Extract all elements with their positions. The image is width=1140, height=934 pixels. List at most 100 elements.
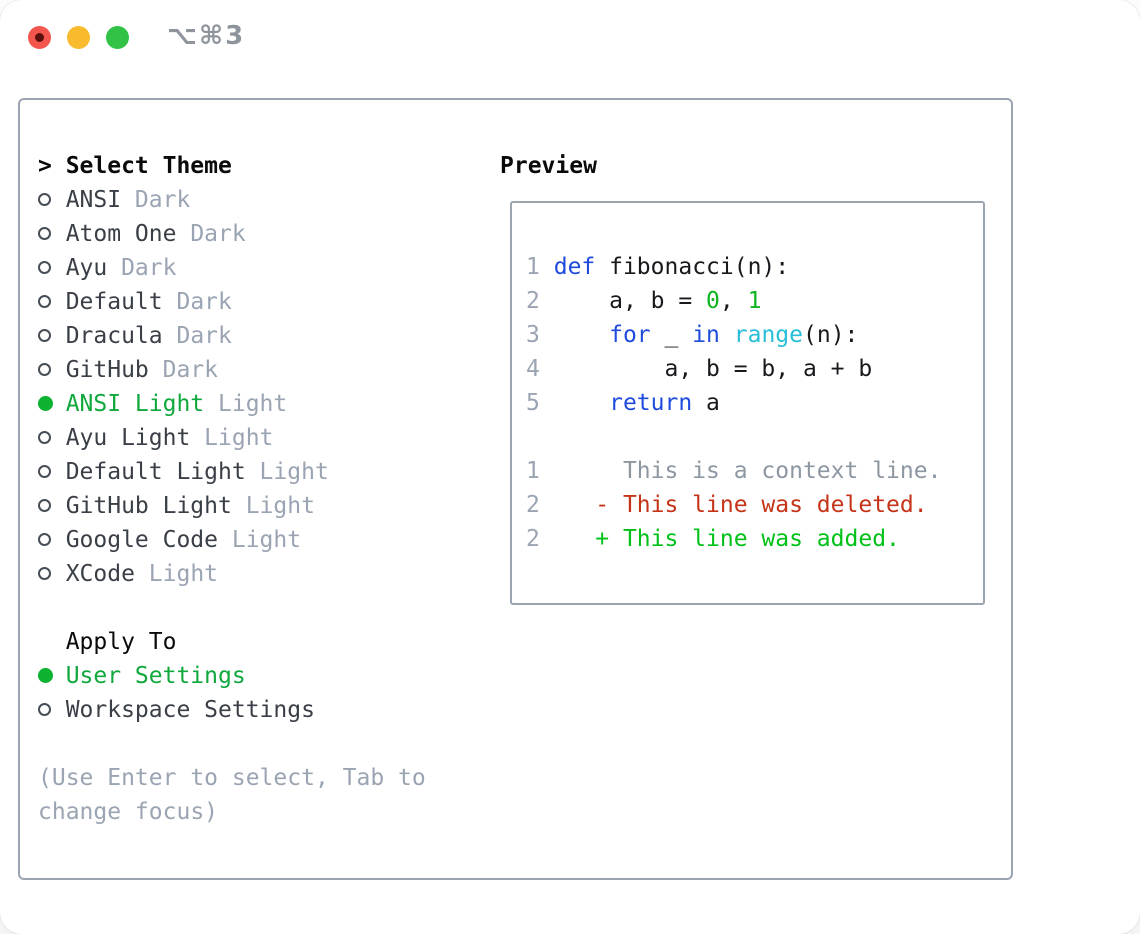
- option-variant-label: Dark: [107, 255, 177, 281]
- radio-unselected-icon: [38, 703, 51, 716]
- code-token: This is a context line.: [539, 458, 942, 484]
- code-token: (n):: [803, 322, 859, 348]
- code-token: - This line was deleted.: [539, 492, 928, 518]
- option-label: User Settings: [65, 663, 246, 689]
- line-number: 1: [526, 254, 540, 280]
- option-label: GitHub: [65, 357, 149, 383]
- apply-to-section: Apply To User Settings Workspace Settings: [38, 625, 315, 727]
- radio-cell: [38, 183, 66, 217]
- option-label: Atom One: [65, 221, 177, 247]
- radio-unselected-icon: [38, 227, 51, 240]
- code-token: ,: [719, 288, 748, 314]
- option-label: Ayu Light: [65, 425, 191, 451]
- code-token: in: [692, 322, 720, 348]
- option-variant-label: Light: [218, 527, 302, 553]
- code-line: 4 a, b = b, a + b: [526, 352, 983, 386]
- preview-header: Preview: [500, 153, 597, 179]
- line-number: 2: [526, 288, 540, 314]
- code-line: 1 def fibonacci(n):: [526, 250, 983, 284]
- close-button[interactable]: [28, 26, 51, 49]
- code-token: return: [609, 390, 693, 416]
- option-label: Default Light: [65, 459, 246, 485]
- apply-to-header: Apply To: [38, 625, 315, 659]
- apply-to-title: Apply To: [65, 629, 177, 655]
- theme-option[interactable]: Ayu Light Light: [38, 421, 329, 455]
- minimize-button[interactable]: [67, 26, 90, 49]
- hint-text: (Use Enter to select, Tab to change focu…: [38, 765, 426, 825]
- radio-unselected-icon: [38, 261, 51, 274]
- option-label: Dracula: [65, 323, 163, 349]
- option-variant-label: Light: [245, 459, 329, 485]
- option-label: Ayu: [65, 255, 108, 281]
- option-variant-label: Dark: [148, 357, 219, 383]
- radio-unselected-icon: [38, 329, 51, 342]
- option-label: Default: [65, 289, 163, 315]
- code-token: [540, 322, 609, 348]
- option-variant-label: Dark: [176, 221, 246, 247]
- theme-option[interactable]: Default Light Light: [38, 455, 329, 489]
- theme-option[interactable]: Atom One Dark: [38, 217, 329, 251]
- radio-unselected-icon: [38, 431, 51, 444]
- theme-select-section: > Select Theme ANSI Dark Atom One Dark Ayu …: [38, 149, 329, 591]
- radio-unselected-icon: [38, 567, 51, 580]
- code-token: 0: [706, 288, 720, 314]
- code-token: def: [553, 254, 596, 280]
- radio-unselected-icon: [38, 499, 51, 512]
- radio-cell: [38, 557, 66, 591]
- theme-option[interactable]: Default Dark: [38, 285, 329, 319]
- radio-cell: [38, 659, 66, 693]
- radio-cell: [38, 217, 66, 251]
- zoom-button[interactable]: [106, 26, 129, 49]
- apply-to-option[interactable]: Workspace Settings: [38, 693, 315, 727]
- code-token: a, b =: [539, 288, 707, 314]
- record-dot-icon: [35, 33, 44, 42]
- option-variant-label: Light: [204, 391, 288, 417]
- theme-option[interactable]: Google Code Light: [38, 523, 329, 557]
- diff-context-line: 1 This is a context line.: [526, 454, 983, 488]
- line-number: 5: [526, 390, 540, 416]
- theme-option[interactable]: ANSI Light Light: [38, 387, 329, 421]
- theme-option[interactable]: Dracula Dark: [38, 319, 329, 353]
- apply-to-options: User Settings Workspace Settings: [38, 659, 315, 727]
- apply-to-option[interactable]: User Settings: [38, 659, 315, 693]
- option-label: Workspace Settings: [65, 697, 315, 723]
- radio-cell: [38, 693, 66, 727]
- option-label: XCode: [65, 561, 135, 587]
- code-line: 3 for _ in range(n):: [526, 318, 983, 352]
- radio-unselected-icon: [38, 533, 51, 546]
- code-preview: 1 def fibonacci(n): 2 a, b = 0, 1 3 for _ …: [512, 203, 983, 556]
- option-label: ANSI Light: [65, 391, 205, 417]
- radio-cell: [38, 387, 66, 421]
- radio-selected-icon: [38, 396, 53, 411]
- radio-unselected-icon: [38, 363, 51, 376]
- theme-option[interactable]: XCode Light: [38, 557, 329, 591]
- option-variant-label: Dark: [162, 289, 232, 315]
- window-title-shortcut: ⌥⌘3: [167, 21, 246, 51]
- radio-cell: [38, 353, 66, 387]
- code-token: [540, 390, 609, 416]
- radio-unselected-icon: [38, 193, 51, 206]
- option-label: ANSI: [65, 187, 122, 213]
- radio-unselected-icon: [38, 295, 51, 308]
- option-variant-label: Light: [190, 425, 274, 451]
- code-line: 5 return a: [526, 386, 983, 420]
- code-token: fibonacci(n):: [595, 254, 790, 280]
- option-variant-label: Dark: [121, 187, 191, 213]
- code-token: range: [733, 322, 804, 348]
- theme-picker-panel: > Select Theme ANSI Dark Atom One Dark Ayu …: [18, 98, 1013, 880]
- diff-deleted-line: 2 - This line was deleted.: [526, 488, 983, 522]
- theme-option[interactable]: GitHub Dark: [38, 353, 329, 387]
- code-token: a, b = b, a + b: [539, 356, 873, 382]
- radio-cell: [38, 285, 66, 319]
- radio-cell: [38, 523, 66, 557]
- option-label: Google Code: [65, 527, 219, 553]
- theme-option[interactable]: Ayu Dark: [38, 251, 329, 285]
- line-number: 1: [526, 458, 540, 484]
- theme-option[interactable]: ANSI Dark: [38, 183, 329, 217]
- radio-cell: [38, 455, 66, 489]
- line-number: 4: [526, 356, 540, 382]
- code-token: for: [609, 322, 651, 348]
- select-theme-header: > Select Theme: [38, 149, 329, 183]
- theme-option[interactable]: GitHub Light Light: [38, 489, 329, 523]
